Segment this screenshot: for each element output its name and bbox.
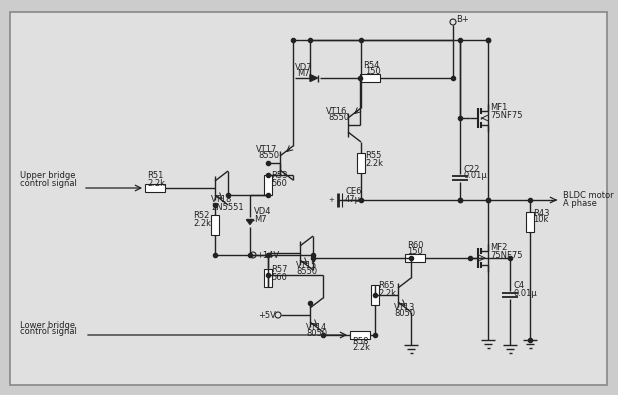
Text: R55: R55 <box>365 150 381 160</box>
Text: 2.2k: 2.2k <box>352 344 370 352</box>
Text: R52: R52 <box>193 211 210 220</box>
Text: 560: 560 <box>271 273 287 282</box>
Bar <box>145 184 165 192</box>
Text: 2.2k: 2.2k <box>365 158 383 167</box>
Bar <box>264 269 272 287</box>
Text: 0.01μ: 0.01μ <box>463 171 487 181</box>
Polygon shape <box>310 75 318 81</box>
Text: 2.2k: 2.2k <box>147 179 165 188</box>
FancyBboxPatch shape <box>10 12 607 385</box>
Text: R58: R58 <box>352 337 368 346</box>
Bar <box>405 254 425 262</box>
Text: 560: 560 <box>271 179 287 188</box>
Text: R65: R65 <box>378 282 394 290</box>
Bar <box>264 175 272 195</box>
Text: +5V: +5V <box>258 310 276 320</box>
Text: B+: B+ <box>456 15 468 23</box>
Text: control signal: control signal <box>20 327 77 337</box>
Text: 150: 150 <box>407 248 423 256</box>
Text: MF1: MF1 <box>490 103 507 113</box>
Text: CE6: CE6 <box>345 188 362 196</box>
Bar <box>350 331 370 339</box>
Text: R60: R60 <box>407 241 423 250</box>
Text: R54: R54 <box>363 60 379 70</box>
Bar <box>526 212 534 232</box>
Text: control signal: control signal <box>20 179 77 188</box>
Text: VT14: VT14 <box>306 322 328 331</box>
Text: R51: R51 <box>147 171 163 181</box>
Text: 8550: 8550 <box>296 267 317 276</box>
Text: R43: R43 <box>533 209 549 218</box>
Text: 2.2k: 2.2k <box>193 218 211 228</box>
Text: 47μ: 47μ <box>345 194 361 203</box>
Text: 0.01μ: 0.01μ <box>513 288 537 297</box>
Bar <box>211 215 219 235</box>
Text: R53: R53 <box>271 171 287 181</box>
Text: M7: M7 <box>297 70 310 79</box>
Text: 75NF75: 75NF75 <box>490 111 522 120</box>
Bar <box>360 74 380 82</box>
Text: BLDC motor: BLDC motor <box>563 190 614 199</box>
Text: 8550: 8550 <box>258 152 279 160</box>
Text: 75NF75: 75NF75 <box>490 250 522 260</box>
Text: C4: C4 <box>513 282 524 290</box>
Text: M7: M7 <box>254 214 266 224</box>
Text: Upper bridge: Upper bridge <box>20 171 75 181</box>
Text: 2.2k: 2.2k <box>378 288 396 297</box>
Text: R57: R57 <box>271 265 287 275</box>
Text: MF2: MF2 <box>490 243 507 252</box>
Text: +: + <box>328 197 334 203</box>
Text: 2N5551: 2N5551 <box>211 203 243 211</box>
Text: VT15: VT15 <box>296 260 317 269</box>
Text: 10k: 10k <box>533 216 548 224</box>
Text: VT17: VT17 <box>256 145 277 154</box>
Text: 8550: 8550 <box>328 113 349 122</box>
Text: A phase: A phase <box>563 199 597 209</box>
Bar <box>357 153 365 173</box>
Text: VT16: VT16 <box>326 107 347 115</box>
Text: VT13: VT13 <box>394 303 415 312</box>
Text: +14V: +14V <box>256 250 279 260</box>
Polygon shape <box>247 220 253 224</box>
Text: 8050: 8050 <box>306 329 327 339</box>
Text: VT18: VT18 <box>211 196 232 205</box>
Text: 150: 150 <box>365 68 381 77</box>
Text: Lower bridge: Lower bridge <box>20 320 75 329</box>
Text: VD4: VD4 <box>254 207 271 216</box>
Text: C22: C22 <box>463 164 480 173</box>
Bar <box>371 285 379 305</box>
Text: 8050: 8050 <box>394 310 415 318</box>
Text: VD7: VD7 <box>295 62 313 71</box>
